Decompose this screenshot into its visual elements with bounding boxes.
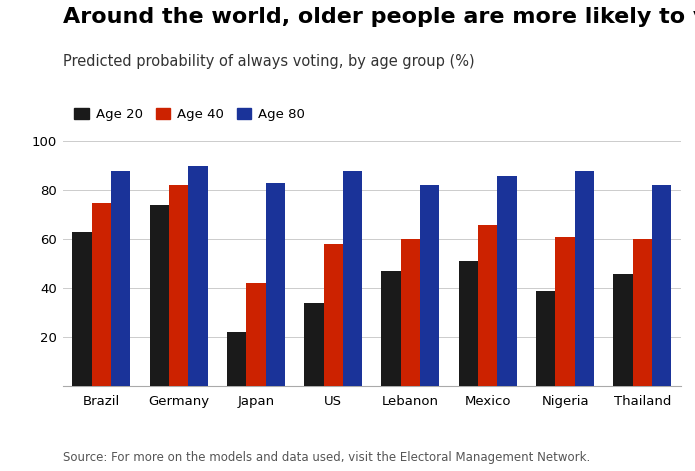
Bar xyxy=(92,203,111,386)
Bar xyxy=(632,239,652,386)
Bar xyxy=(498,176,517,386)
Bar xyxy=(227,333,246,386)
Bar xyxy=(304,303,323,386)
Bar xyxy=(149,205,169,386)
Bar xyxy=(265,183,285,386)
Bar xyxy=(401,239,420,386)
Text: Around the world, older people are more likely to vote: Around the world, older people are more … xyxy=(63,7,695,27)
Bar xyxy=(575,171,594,386)
Bar xyxy=(536,291,555,386)
Legend: Age 20, Age 40, Age 80: Age 20, Age 40, Age 80 xyxy=(69,103,310,127)
Bar xyxy=(459,261,478,386)
Bar xyxy=(614,274,632,386)
Bar xyxy=(478,225,498,386)
Bar xyxy=(246,284,265,386)
Text: Source: For more on the models and data used, visit the Electoral Management Net: Source: For more on the models and data … xyxy=(63,451,590,464)
Bar xyxy=(555,237,575,386)
Bar xyxy=(169,186,188,386)
Bar xyxy=(72,232,92,386)
Bar xyxy=(420,186,439,386)
Bar xyxy=(111,171,130,386)
Bar xyxy=(188,166,208,386)
Bar xyxy=(343,171,362,386)
Bar xyxy=(323,244,343,386)
Text: Predicted probability of always voting, by age group (%): Predicted probability of always voting, … xyxy=(63,54,474,69)
Bar xyxy=(382,271,401,386)
Bar xyxy=(652,186,671,386)
